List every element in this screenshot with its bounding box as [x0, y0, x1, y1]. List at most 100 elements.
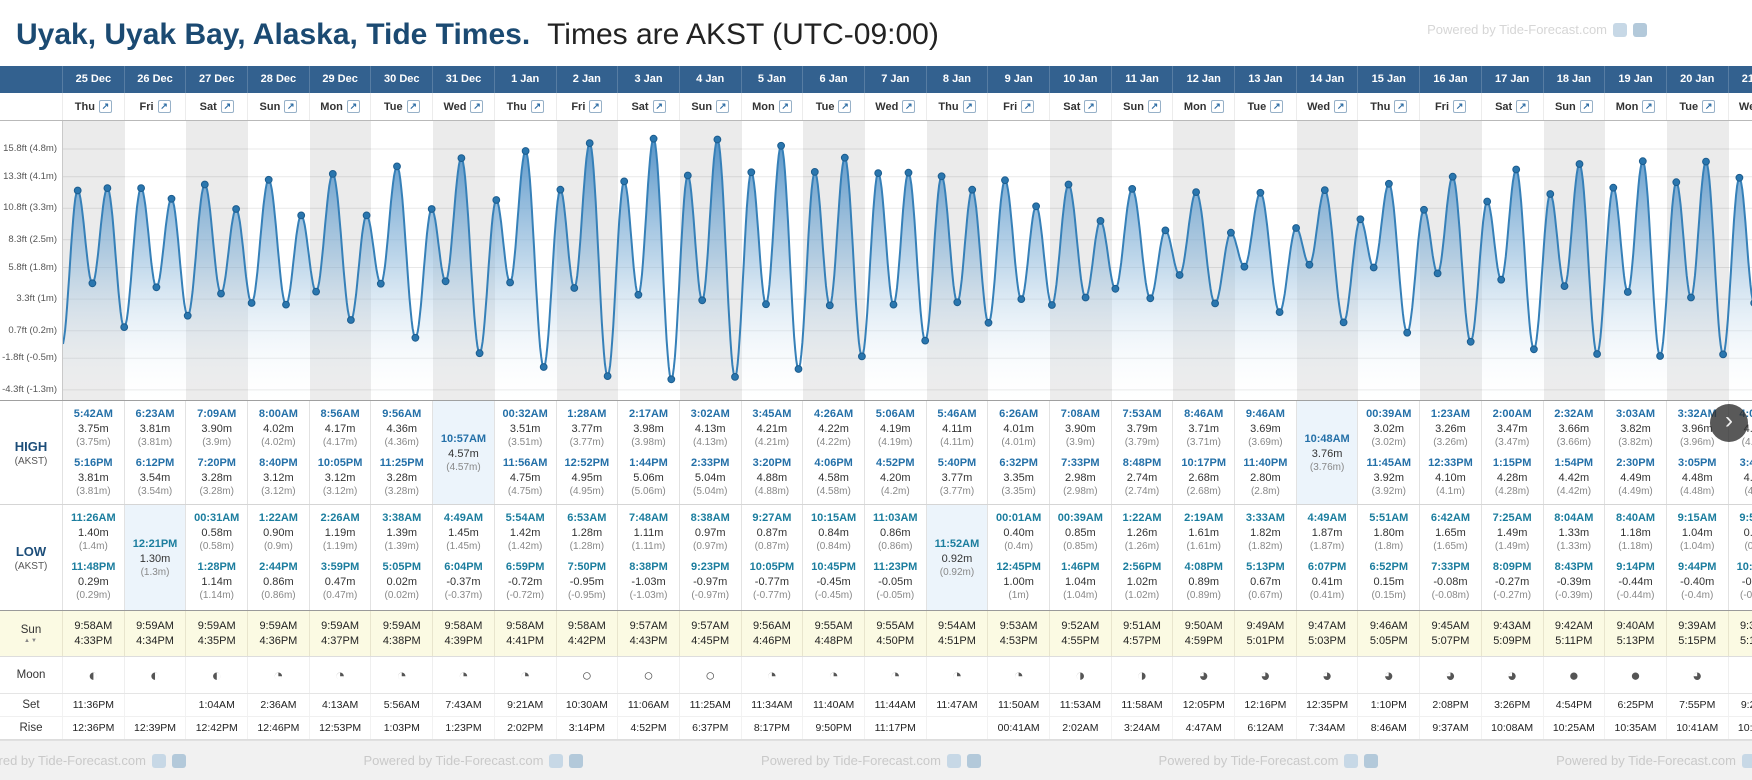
moon-phase-icon: ◔: [334, 665, 346, 685]
tide-entry: 7:48AM 1.11m (1.11m): [618, 511, 679, 553]
expand-day-icon[interactable]: ↗: [530, 100, 544, 113]
low-tide-cell: 12:21PM 1.30m (1.3m): [123, 505, 186, 610]
tide-time: 11:45AM: [1366, 457, 1412, 469]
expand-day-icon[interactable]: ↗: [284, 100, 298, 113]
expand-day-icon[interactable]: ↗: [962, 100, 976, 113]
social-icon-twitter: [966, 753, 981, 768]
expand-day-icon[interactable]: ↗: [716, 100, 730, 113]
dow-label: Fri: [139, 100, 154, 113]
footer-watermark[interactable]: Powered by Tide-Forecast.com: [364, 753, 584, 768]
expand-day-icon[interactable]: ↗: [778, 100, 792, 113]
sun-times-cell: 9:59AM 4:36PM: [247, 611, 309, 656]
expand-day-icon[interactable]: ↗: [1394, 100, 1408, 113]
tide-entry: 11:23PM -0.05m (-0.05m): [865, 560, 926, 602]
footer-watermark[interactable]: Powered by Tide-Forecast.com: [761, 753, 981, 768]
expand-day-icon[interactable]: ↗: [1453, 100, 1466, 113]
sunset-time: 4:37PM: [321, 635, 360, 647]
expand-day-icon[interactable]: ↗: [1516, 100, 1530, 113]
tide-entry: 11:26AM 1.40m (1.4m): [63, 511, 124, 553]
moonset-cell: 11:53AM: [1049, 694, 1111, 716]
expand-day-icon[interactable]: ↗: [589, 100, 603, 113]
tide-height-secondary: (4.58m): [816, 486, 851, 497]
expand-day-icon[interactable]: ↗: [1579, 100, 1593, 113]
tide-time: 5:51AM: [1369, 512, 1409, 524]
expand-day-icon[interactable]: ↗: [1021, 100, 1035, 113]
expand-day-icon[interactable]: ↗: [838, 100, 852, 113]
expand-day-icon[interactable]: ↗: [1334, 100, 1348, 113]
expand-day-icon[interactable]: ↗: [157, 100, 171, 113]
tide-height-secondary: (3.9m): [1065, 437, 1095, 448]
expand-day-icon[interactable]: ↗: [902, 100, 916, 113]
low-tide-cell: 11:03AM 0.86m (0.86m) 11:23PM -0.05m (-0.05m): [863, 505, 926, 610]
sun-row-label: Sun ▲▼: [0, 611, 62, 656]
expand-day-icon[interactable]: ↗: [1084, 100, 1098, 113]
footer-watermark[interactable]: Powered by Tide-Forecast.com: [1556, 753, 1752, 768]
dow-label: Wed: [1738, 100, 1752, 113]
high-label: HIGH: [14, 438, 48, 454]
footer-watermark[interactable]: Powered by Tide-Forecast.com: [1159, 753, 1379, 768]
high-timezone-label: (AKST): [14, 455, 48, 467]
tide-height: 4.13m: [694, 423, 726, 435]
date-header-cell: 9 Jan: [987, 66, 1049, 93]
tide-entry: 4:08PM 0.89m (0.89m): [1173, 560, 1234, 602]
expand-day-icon[interactable]: ↗: [346, 100, 360, 113]
tide-time: 7:33PM: [1431, 561, 1470, 573]
moon-cell: ◕: [1172, 657, 1234, 693]
sun-times-cell: 9:59AM 4:37PM: [308, 611, 371, 656]
tide-entry: 5:13PM 0.67m (0.67m): [1235, 560, 1296, 602]
tide-height: 3.66m: [1558, 423, 1590, 435]
tide-height-secondary: (4.48m): [1679, 486, 1715, 497]
date-header-cell: 16 Jan: [1419, 66, 1481, 93]
tide-height-secondary: (4.02m): [261, 437, 296, 448]
tide-time: 8:56AM: [320, 408, 360, 420]
expand-day-icon[interactable]: ↗: [406, 100, 420, 113]
moon-cell: ◔: [370, 657, 432, 693]
expand-day-icon[interactable]: ↗: [1642, 100, 1656, 113]
header-watermark[interactable]: Powered by Tide-Forecast.com: [1427, 22, 1647, 37]
sunset-time: 5:13PM: [1616, 635, 1655, 647]
tide-height: 4.49m: [1620, 472, 1651, 484]
tide-entry: 6:52PM 0.15m (0.15m): [1358, 560, 1419, 602]
tide-entry: 2:33PM 5.04m (5.04m): [680, 456, 741, 498]
moonrise-cell: 11:17PM: [863, 717, 926, 739]
tide-time: 9:23PM: [690, 561, 730, 573]
tide-entry: 9:27AM 0.87m (0.87m): [742, 511, 803, 553]
tide-area: [63, 138, 1752, 400]
social-icon-twitter: [171, 753, 186, 768]
tide-height-secondary: (1.3m): [140, 566, 170, 578]
tide-time: 2:00AM: [1492, 408, 1532, 420]
tide-entry: 5:16PM 3.81m (3.81m): [63, 456, 124, 498]
expand-day-icon[interactable]: ↗: [220, 100, 234, 113]
dow-cell: Fri ↗: [987, 93, 1049, 120]
tide-entry: 11:03AM 0.86m (0.86m): [865, 511, 926, 553]
low-tide-cell: 1:22AM 1.26m (1.26m) 2:56PM 1.02m (1.02m): [1110, 505, 1173, 610]
sunset-time: 4:43PM: [629, 635, 668, 647]
tide-height: 0.29m: [78, 576, 109, 588]
moonrise-cell: 9:37AM: [1419, 717, 1481, 739]
tide-time: 7:25AM: [1492, 512, 1532, 524]
expand-day-icon[interactable]: ↗: [98, 100, 112, 113]
tide-height-secondary: (0.85m): [1063, 541, 1098, 552]
moon-cell: ◔: [925, 657, 988, 693]
tide-entry: 00:39AM 3.02m (3.02m): [1358, 407, 1419, 449]
tide-height-secondary: (3.28m): [384, 486, 419, 497]
footer-watermark[interactable]: Powered by Tide-Forecast.com: [0, 753, 186, 768]
expand-day-icon[interactable]: ↗: [1210, 100, 1224, 113]
scroll-right-button[interactable]: ›: [1710, 404, 1748, 442]
page-header: Uyak, Uyak Bay, Alaska, Tide Times. Time…: [0, 0, 1752, 66]
sunset-time: 4:38PM: [382, 635, 421, 647]
expand-day-icon[interactable]: ↗: [1147, 100, 1161, 113]
expand-day-icon[interactable]: ↗: [470, 100, 484, 113]
tide-entry: 8:04AM 1.33m (1.33m): [1544, 511, 1605, 553]
tide-time: 6:26AM: [999, 408, 1039, 420]
tide-height-secondary: (1.65m): [1433, 541, 1468, 552]
expand-day-icon[interactable]: ↗: [1702, 100, 1716, 113]
social-icon-facebook: [549, 753, 564, 768]
expand-day-icon[interactable]: ↗: [652, 100, 666, 113]
low-tide-cell: 5:51AM 1.80m (1.8m) 6:52PM 0.15m (0.15m): [1357, 505, 1419, 610]
high-tide-cell: 9:46AM 3.69m (3.69m) 11:40PM 2.80m (2.8m): [1234, 401, 1296, 504]
watermark-text: Powered by Tide-Forecast.com: [0, 753, 146, 768]
rise-row-label: Rise: [0, 717, 62, 739]
expand-day-icon[interactable]: ↗: [1270, 100, 1284, 113]
moon-phase-icon: ◕: [1321, 665, 1333, 685]
